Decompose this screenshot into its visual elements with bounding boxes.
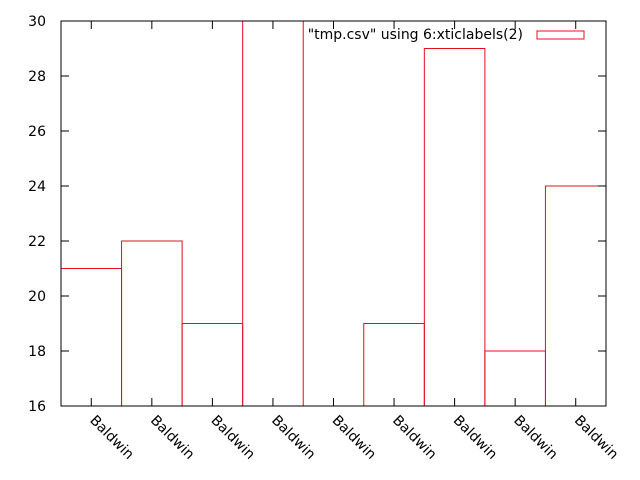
x-tick-label: Baldwin	[389, 413, 439, 463]
x-tick-label: Baldwin	[510, 413, 560, 463]
bar	[181, 323, 244, 407]
bars-layer	[60, 20, 607, 407]
bar	[544, 185, 607, 407]
legend-swatch	[536, 30, 585, 40]
x-tick-label: Baldwin	[86, 413, 136, 463]
legend: "tmp.csv" using 6:xticlabels(2)	[308, 27, 585, 43]
y-tick-label: 20	[28, 289, 46, 305]
x-tick-label: Baldwin	[329, 413, 379, 463]
y-tick-label: 28	[28, 69, 46, 85]
bar	[242, 20, 304, 407]
x-tick-label: Baldwin	[268, 413, 318, 463]
x-axis: Baldwin Baldwin Baldwin Baldwin Baldwin Baldw…	[86, 21, 621, 463]
y-axis: 16 18 20 22 24 26 28 30	[28, 14, 606, 415]
x-tick-label: Baldwin	[208, 413, 258, 463]
y-tick-label: 30	[28, 14, 46, 30]
bar	[121, 240, 183, 407]
bar	[423, 48, 486, 407]
y-tick-label: 22	[28, 234, 46, 250]
x-tick-label: Baldwin	[571, 413, 621, 463]
plot-frame	[60, 20, 607, 407]
bar	[484, 350, 546, 407]
y-tick-label: 24	[28, 179, 46, 195]
x-tick-label: Baldwin	[450, 413, 500, 463]
bar	[363, 323, 425, 407]
y-tick-label: 18	[28, 344, 46, 360]
plot-border	[60, 20, 607, 407]
y-tick-label: 16	[28, 399, 46, 415]
x-tick-label: Baldwin	[147, 413, 197, 463]
y-tick-label: 26	[28, 124, 46, 140]
legend-label: "tmp.csv" using 6:xticlabels(2)	[308, 27, 523, 43]
bar	[60, 268, 123, 407]
